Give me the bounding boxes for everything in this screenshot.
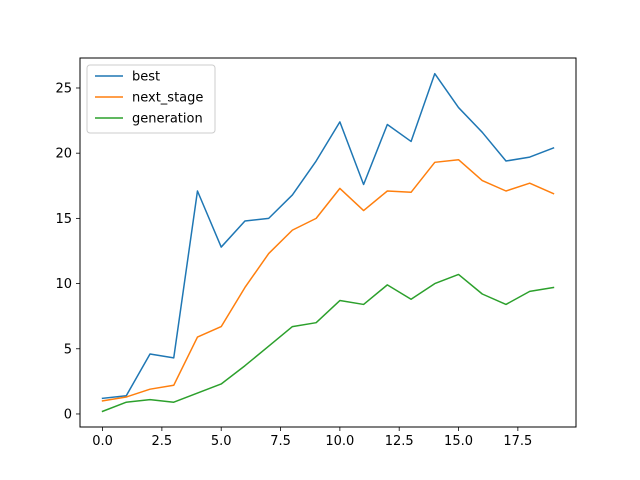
y-axis: 0 5 10 15 20 25 [55, 81, 80, 422]
y-tick-label: 20 [55, 147, 72, 162]
x-tick-label: 2.5 [152, 434, 173, 449]
series-layer [101, 72, 555, 413]
legend-label-best: best [132, 70, 160, 85]
x-tick-label: 7.5 [270, 434, 291, 449]
legend-label-generation: generation [132, 112, 203, 127]
legend-label-next-stage: next_stage [132, 91, 203, 106]
x-axis: 0.0 2.5 5.0 7.5 10.0 12.5 15.0 17.5 [92, 427, 532, 449]
y-tick-label: 0 [64, 407, 72, 422]
x-tick-label: 15.0 [444, 434, 473, 449]
series-line-next-stage [101, 158, 555, 402]
y-tick-label: 5 [64, 342, 72, 357]
x-tick-label: 5.0 [211, 434, 232, 449]
legend-box [86, 64, 216, 134]
x-tick-label: 0.0 [92, 434, 113, 449]
y-tick-label: 25 [55, 81, 72, 96]
legend: best next_stage generation [86, 64, 216, 134]
y-tick-label: 10 [55, 277, 72, 292]
x-tick-label: 10.0 [325, 434, 354, 449]
x-tick-label: 17.5 [503, 434, 532, 449]
series-line-best [101, 72, 555, 400]
x-tick-label: 12.5 [385, 434, 414, 449]
series-line-generation [101, 273, 555, 413]
y-tick-label: 15 [55, 212, 72, 227]
plot-frame [79, 57, 577, 428]
